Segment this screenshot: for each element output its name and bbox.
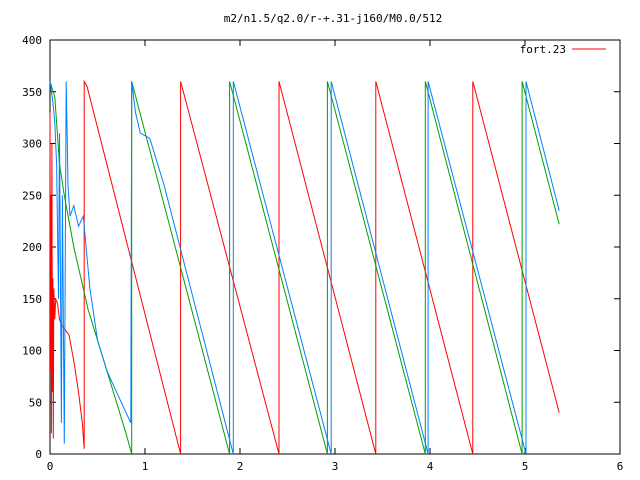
y-tick-label: 400 — [22, 34, 42, 47]
x-tick-label: 4 — [427, 460, 434, 473]
legend-label: fort.23 — [520, 43, 566, 56]
x-tick-label: 1 — [142, 460, 149, 473]
x-tick-label: 6 — [617, 460, 624, 473]
y-tick-label: 350 — [22, 86, 42, 99]
chart-title: m2/n1.5/q2.0/r-+.31-j160/M0.0/512 — [224, 12, 443, 25]
y-tick-label: 150 — [22, 293, 42, 306]
y-tick-label: 100 — [22, 345, 42, 358]
y-tick-label: 0 — [35, 448, 42, 461]
series-line-1 — [49, 79, 560, 455]
x-tick-label: 0 — [47, 460, 54, 473]
plot-frame — [49, 39, 621, 455]
x-tick-label: 3 — [332, 460, 339, 473]
x-tick-label: 2 — [237, 460, 244, 473]
legend: fort.23 — [520, 43, 606, 56]
series-layer — [49, 79, 560, 455]
y-tick-label: 200 — [22, 241, 42, 254]
y-tick-label: 250 — [22, 189, 42, 202]
x-tick-label: 5 — [522, 460, 529, 473]
y-tick-label: 300 — [22, 138, 42, 151]
series-line-3 — [49, 81, 560, 455]
axes: 0 1 2 3 4 5 6 0 50 100 150 200 250 300 350 400 — [22, 34, 623, 473]
y-tick-label: 50 — [29, 396, 42, 409]
series-line-2 — [49, 81, 560, 455]
